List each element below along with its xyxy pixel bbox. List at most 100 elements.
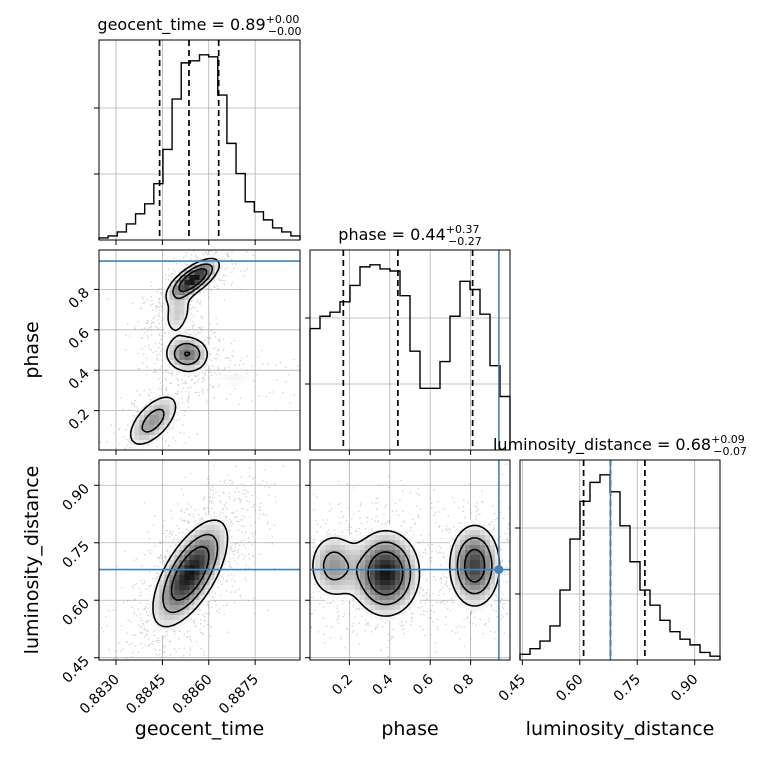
density-cell bbox=[174, 585, 180, 591]
density-cell bbox=[164, 610, 170, 616]
y-tick-label: 0.45 bbox=[59, 653, 92, 686]
density-cell bbox=[184, 355, 190, 361]
density-cell bbox=[385, 570, 391, 576]
density-cell bbox=[400, 595, 406, 601]
density-cell bbox=[340, 550, 346, 556]
density-cell bbox=[490, 560, 496, 566]
density-cell bbox=[154, 410, 160, 416]
density-cell bbox=[405, 595, 411, 601]
density-cell bbox=[199, 570, 205, 576]
density-cell bbox=[204, 515, 210, 521]
density-cell bbox=[345, 545, 351, 551]
density-cell bbox=[455, 550, 461, 556]
density-cell bbox=[174, 340, 180, 346]
density-cell bbox=[485, 575, 491, 581]
x-tick-label: 0.2 bbox=[329, 672, 356, 699]
density-cell bbox=[199, 260, 205, 266]
density-cell bbox=[179, 365, 185, 371]
density-cell bbox=[470, 580, 476, 586]
density-cell bbox=[365, 585, 371, 591]
density-cell bbox=[174, 610, 180, 616]
density-cell bbox=[194, 590, 200, 596]
density-cell bbox=[184, 285, 190, 291]
density-cell bbox=[380, 610, 386, 616]
density-cell bbox=[365, 545, 371, 551]
density-cell bbox=[174, 600, 180, 606]
density-cell bbox=[330, 585, 336, 591]
density-cell bbox=[355, 595, 361, 601]
density-cell bbox=[350, 545, 356, 551]
density-cell bbox=[134, 425, 140, 431]
density-cell bbox=[385, 555, 391, 561]
density-cell bbox=[455, 530, 461, 536]
density-cell bbox=[480, 575, 486, 581]
density-cell bbox=[390, 525, 396, 531]
density-cell bbox=[149, 600, 155, 606]
panel-frame bbox=[519, 459, 721, 661]
density-cell bbox=[174, 580, 180, 586]
density-cell bbox=[465, 520, 471, 526]
density-cell bbox=[229, 375, 236, 381]
density-cell bbox=[455, 535, 461, 541]
x-tick-label: 0.8 bbox=[450, 672, 477, 699]
density-cell bbox=[164, 405, 170, 411]
density-cell bbox=[380, 570, 386, 576]
density-cell bbox=[154, 395, 160, 401]
density-cell bbox=[365, 600, 371, 606]
density-cell bbox=[189, 565, 195, 571]
density-cell bbox=[214, 565, 221, 571]
x-tick-label: 0.8875 bbox=[216, 672, 262, 718]
density-cell bbox=[154, 580, 160, 586]
density-content bbox=[99, 460, 300, 660]
density-cell bbox=[139, 420, 145, 426]
density-cell bbox=[315, 550, 321, 556]
panel-title-geocent_time: geocent_time = 0.89+0.00 −0.00 bbox=[97, 13, 301, 38]
density-cell bbox=[370, 555, 376, 561]
density-cell bbox=[405, 590, 411, 596]
density-cell bbox=[365, 595, 371, 601]
density-cell bbox=[164, 600, 170, 606]
density-cell bbox=[400, 590, 406, 596]
density-cell bbox=[325, 555, 331, 561]
density-cell bbox=[460, 530, 466, 536]
density-cell bbox=[204, 520, 210, 526]
title-main: geocent_time = 0.89 bbox=[97, 15, 265, 35]
density-cell bbox=[395, 550, 401, 556]
density-cell bbox=[239, 380, 246, 386]
density-cell bbox=[370, 540, 376, 546]
density-cell bbox=[390, 560, 396, 566]
density-cell bbox=[224, 380, 231, 386]
density-cell bbox=[385, 560, 391, 566]
density-cell bbox=[174, 565, 180, 571]
y-tick-label: 0.90 bbox=[59, 481, 92, 514]
title-main: phase = 0.44 bbox=[338, 225, 445, 244]
density-cell bbox=[495, 545, 501, 551]
density-cell bbox=[169, 600, 175, 606]
density-cell bbox=[320, 535, 326, 541]
density-cell bbox=[194, 560, 200, 566]
density-cell bbox=[390, 550, 396, 556]
density-cell bbox=[360, 565, 366, 571]
density-cell bbox=[355, 590, 361, 596]
density-cell bbox=[490, 585, 496, 591]
density-cell bbox=[174, 395, 180, 401]
density-cell bbox=[365, 560, 371, 566]
density-cell bbox=[345, 585, 351, 591]
density-cell bbox=[485, 540, 491, 546]
density-cell bbox=[475, 520, 481, 526]
density-cell bbox=[159, 620, 165, 626]
density-cell bbox=[380, 590, 386, 596]
density-cell bbox=[475, 545, 481, 551]
density-cell bbox=[169, 550, 175, 556]
density-cell bbox=[420, 575, 426, 581]
density-cell bbox=[465, 555, 471, 561]
density-cell bbox=[360, 590, 366, 596]
density-cell bbox=[495, 540, 501, 546]
density-cell bbox=[495, 560, 501, 566]
density-cell bbox=[355, 600, 361, 606]
density-cell bbox=[470, 555, 476, 561]
density-cell bbox=[400, 555, 406, 561]
density-cell bbox=[149, 405, 155, 411]
density-cell bbox=[159, 585, 165, 591]
density-cell bbox=[360, 605, 366, 611]
